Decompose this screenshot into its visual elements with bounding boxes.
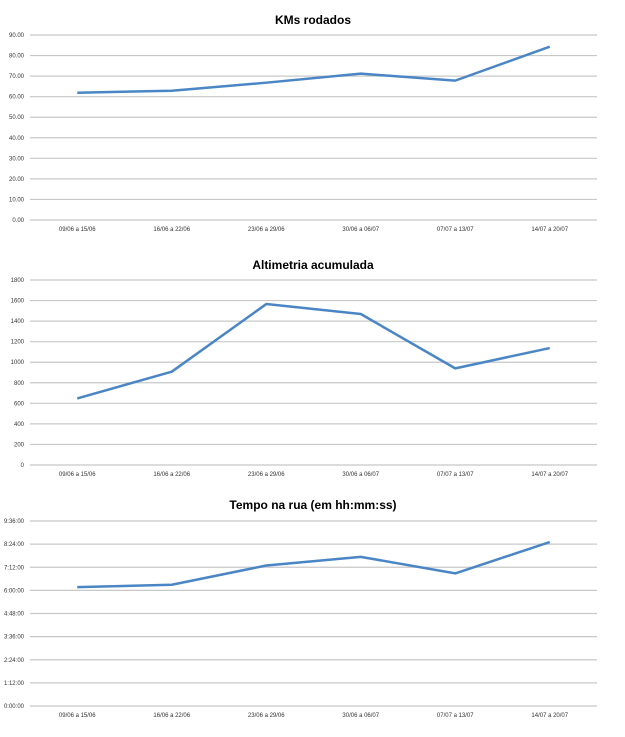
y-tick-label: 600: [14, 401, 25, 407]
y-tick-label: 9:36:00: [4, 519, 25, 525]
series-line: [77, 540, 551, 589]
y-tick-label: 0.00: [12, 218, 24, 224]
chart-title: Altimetria acumulada: [252, 258, 374, 272]
x-tick-label: 16/06 a 22/06: [153, 472, 190, 478]
x-tick-label: 14/07 a 20/07: [531, 227, 568, 233]
series-line: [76, 302, 551, 400]
y-tick-label: 1000: [11, 360, 25, 366]
y-tick-label: 1:12:00: [4, 681, 25, 687]
x-tick-label: 30/06 a 06/07: [342, 227, 379, 233]
x-tick-label: 09/06 a 15/06: [59, 227, 96, 233]
y-tick-label: 60.00: [9, 95, 25, 101]
y-tick-label: 0: [21, 463, 25, 469]
chart-title: KMs rodados: [275, 13, 351, 27]
chart-2: Altimetria acumulada 0 200 400 600 800 1000 120…: [11, 258, 597, 478]
y-tick-label: 800: [14, 381, 25, 387]
x-tick-label: 16/06 a 22/06: [153, 713, 190, 719]
x-tick-label: 23/06 a 29/06: [248, 713, 285, 719]
y-tick-label: 1400: [11, 319, 25, 325]
chart-1: KMs rodados 0.00 10.00 20.00 30.00 40.00 50.00…: [9, 13, 597, 233]
y-tick-label: 40.00: [9, 136, 25, 142]
y-tick-label: 400: [14, 422, 25, 428]
x-tick-label: 14/07 a 20/07: [531, 472, 568, 478]
y-tick-label: 1800: [11, 278, 25, 284]
x-tick-label: 09/06 a 15/06: [59, 713, 96, 719]
x-tick-label: 16/06 a 22/06: [153, 227, 190, 233]
y-tick-label: 6:00:00: [4, 588, 25, 594]
y-tick-label: 70.00: [9, 74, 25, 80]
y-tick-label: 8:24:00: [4, 542, 25, 548]
y-tick-label: 3:36:00: [4, 635, 25, 641]
x-tick-label: 30/06 a 06/07: [342, 472, 379, 478]
x-tick-label: 14/07 a 20/07: [531, 713, 568, 719]
x-tick-label: 23/06 a 29/06: [248, 472, 285, 478]
x-tick-label: 07/07 a 13/07: [437, 227, 474, 233]
y-tick-label: 7:12:00: [4, 565, 25, 571]
x-tick-label: 23/06 a 29/06: [248, 227, 285, 233]
y-tick-label: 10.00: [9, 197, 25, 203]
y-tick-label: 0:00:00: [4, 704, 25, 710]
x-tick-label: 09/06 a 15/06: [59, 472, 96, 478]
series-line: [77, 45, 551, 95]
chart-title: Tempo na rua (em hh:mm:ss): [229, 498, 396, 512]
y-tick-label: 80.00: [9, 54, 25, 60]
x-tick-label: 07/07 a 13/07: [437, 713, 474, 719]
y-tick-label: 4:48:00: [4, 612, 25, 618]
chart-3: Tempo na rua (em hh:mm:ss) 0:00:00 1:12:00…: [4, 498, 597, 719]
y-tick-label: 20.00: [9, 177, 25, 183]
y-tick-label: 2:24:00: [4, 658, 25, 664]
y-tick-label: 1600: [11, 299, 25, 305]
x-tick-label: 30/06 a 06/07: [342, 713, 379, 719]
y-tick-label: 200: [14, 442, 25, 448]
y-tick-label: 1200: [11, 340, 25, 346]
y-tick-label: 90.00: [9, 33, 25, 39]
x-tick-label: 07/07 a 13/07: [437, 472, 474, 478]
y-tick-label: 30.00: [9, 156, 25, 162]
y-tick-label: 50.00: [9, 115, 25, 121]
